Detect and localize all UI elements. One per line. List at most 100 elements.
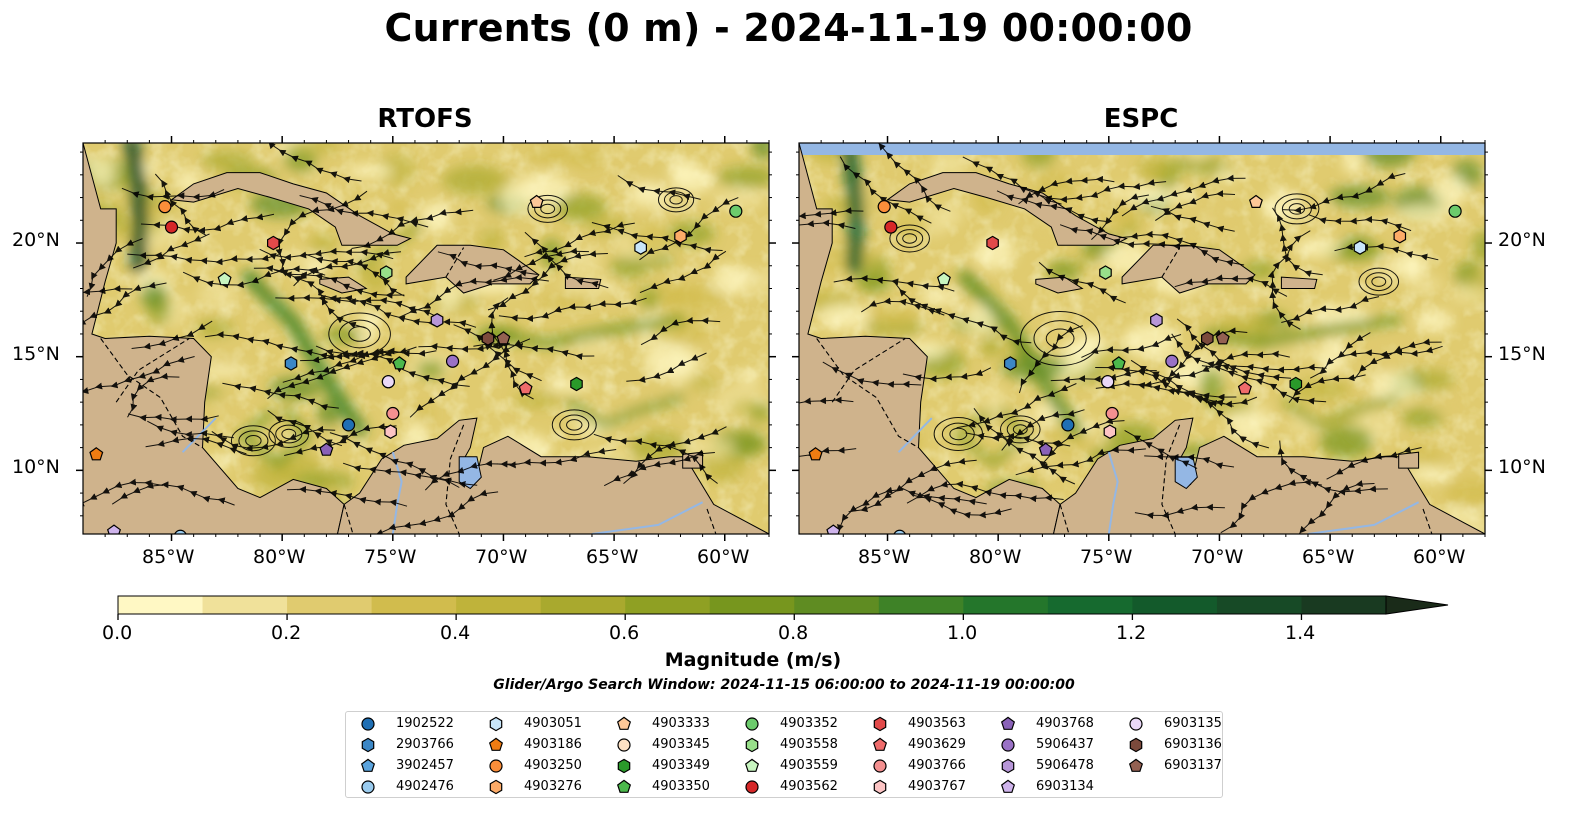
float-marker-4903051-rtofs <box>634 240 647 255</box>
land-trinidad-rtofs <box>682 451 704 469</box>
legend-marker-4903345 <box>617 738 631 752</box>
lat-label-10n-left: 10°N <box>12 456 60 478</box>
lon-label-65w-rtofs: 65°W <box>586 546 639 568</box>
legend-marker-4903767 <box>873 779 887 795</box>
float-marker-6903134-rtofs <box>106 524 122 534</box>
search-window-note: Glider/Argo Search Window: 2024-11-15 06… <box>493 677 1075 693</box>
map-frame-rtofs <box>82 142 770 535</box>
float-marker-6903135-rtofs <box>381 375 395 389</box>
float-marker-4903186-espc <box>808 447 823 461</box>
map-panel-espc <box>792 136 1492 541</box>
float-marker-4903349-espc <box>1289 376 1303 392</box>
legend-label: 4903345 <box>652 737 710 752</box>
float-marker-4903276-rtofs <box>674 228 687 244</box>
legend-label: 2903766 <box>396 737 454 752</box>
float-marker-4903629-rtofs <box>518 381 533 395</box>
legend-marker-4903350 <box>616 779 632 793</box>
legend-label: 4903559 <box>780 758 838 773</box>
colorbar-segment <box>625 596 711 614</box>
legend-label: 4903768 <box>1036 716 1094 731</box>
float-marker-4902476-rtofs <box>174 529 187 534</box>
legend-label: 4903349 <box>652 758 710 773</box>
circle-marker-icon <box>617 738 631 752</box>
lat-label-20n-left: 20°N <box>12 229 60 251</box>
float-marker-4903558-rtofs <box>379 265 393 280</box>
float-marker-5906437-espc <box>1165 354 1179 368</box>
float-marker-4903629-espc <box>1237 381 1252 395</box>
legend-label: 3902457 <box>396 758 454 773</box>
legend-marker-4903559 <box>744 758 760 772</box>
cbar-tick-0-4: 0.4 <box>440 622 471 644</box>
colorbar <box>117 595 1449 620</box>
colorbar-segment <box>878 596 964 614</box>
hexagon-marker-icon <box>873 779 887 795</box>
circle-marker-icon <box>745 717 759 731</box>
legend-marker-4903558 <box>745 737 759 753</box>
lon-label-65w-espc: 65°W <box>1302 546 1355 568</box>
legend-label: 1902522 <box>396 716 454 731</box>
lon-label-60w-rtofs: 60°W <box>697 546 750 568</box>
legend-label: 4903350 <box>652 779 710 794</box>
float-marker-4903349-rtofs <box>570 376 583 392</box>
land-puertorico-espc <box>1280 276 1318 289</box>
legend-label: 4903629 <box>908 737 966 752</box>
legend-label: 5906478 <box>1036 758 1094 773</box>
lat-label-20n-right: 20°N <box>1498 229 1546 251</box>
legend-label: 4903767 <box>908 779 966 794</box>
legend-label: 5906437 <box>1036 737 1094 752</box>
figure-title: Currents (0 m) - 2024-11-19 00:00:00 <box>384 6 1193 50</box>
float-marker-4902476-espc <box>893 529 906 534</box>
float-marker-6903136-espc <box>1201 331 1214 346</box>
legend-label: 4903051 <box>524 716 582 731</box>
float-marker-4903352-rtofs <box>729 204 743 218</box>
colorbar-segment <box>1132 596 1218 614</box>
colorbar-extend-arrow <box>1385 595 1449 615</box>
colorbar-segment <box>1301 596 1387 614</box>
streamlines-espc <box>799 143 1443 534</box>
panel-title-espc: ESPC <box>1103 104 1179 134</box>
float-marker-4903768-espc <box>1038 442 1053 456</box>
float-marker-4903559-espc <box>936 272 951 286</box>
legend-marker-4903766 <box>873 759 887 773</box>
circle-marker-icon <box>745 780 759 794</box>
float-marker-5906478-rtofs <box>430 313 444 328</box>
lon-label-60w-espc: 60°W <box>1413 546 1466 568</box>
legend-marker-4902476 <box>361 780 375 794</box>
cbar-tick-1-0: 1.0 <box>947 622 978 644</box>
legend-label: 6903137 <box>1164 758 1222 773</box>
legend-marker-5906478 <box>1001 758 1015 774</box>
circle-marker-icon <box>361 780 375 794</box>
map-frame-espc <box>798 142 1486 535</box>
legend-marker-4903629 <box>872 737 888 751</box>
legend-marker-4903250 <box>489 759 503 773</box>
legend-label: 4903558 <box>780 737 838 752</box>
map-panel-rtofs <box>76 136 776 541</box>
pentagon-marker-icon <box>1000 779 1016 793</box>
pentagon-marker-icon <box>1000 716 1016 730</box>
hexagon-marker-icon <box>361 737 375 753</box>
lon-label-85w-rtofs: 85°W <box>142 546 195 568</box>
colorbar-segment <box>456 596 542 614</box>
pentagon-marker-icon <box>488 737 504 751</box>
float-marker-6903137-espc <box>1215 331 1230 345</box>
legend-marker-4903186 <box>488 737 504 751</box>
lon-label-75w-espc: 75°W <box>1080 546 1133 568</box>
hexagon-marker-icon <box>873 716 887 732</box>
legend-marker-5906437 <box>1001 738 1015 752</box>
pentagon-marker-icon <box>616 716 632 730</box>
no-data-strip <box>799 143 1485 155</box>
colorbar-segment <box>963 596 1049 614</box>
legend-marker-4903563 <box>873 716 887 732</box>
float-marker-4903562-rtofs <box>164 220 179 234</box>
float-marker-2903766-espc <box>1004 356 1017 371</box>
lon-label-80w-espc: 80°W <box>969 546 1022 568</box>
legend-marker-4903768 <box>1000 716 1016 730</box>
colorbar-segment <box>118 596 204 614</box>
float-marker-4903276-espc <box>1393 228 1407 244</box>
colorbar-segment <box>1047 596 1133 614</box>
cbar-tick-0-8: 0.8 <box>778 622 809 644</box>
float-marker-4903250-espc <box>877 200 891 214</box>
float-marker-4903250-rtofs <box>158 200 172 214</box>
float-marker-6903136-rtofs <box>481 331 495 346</box>
